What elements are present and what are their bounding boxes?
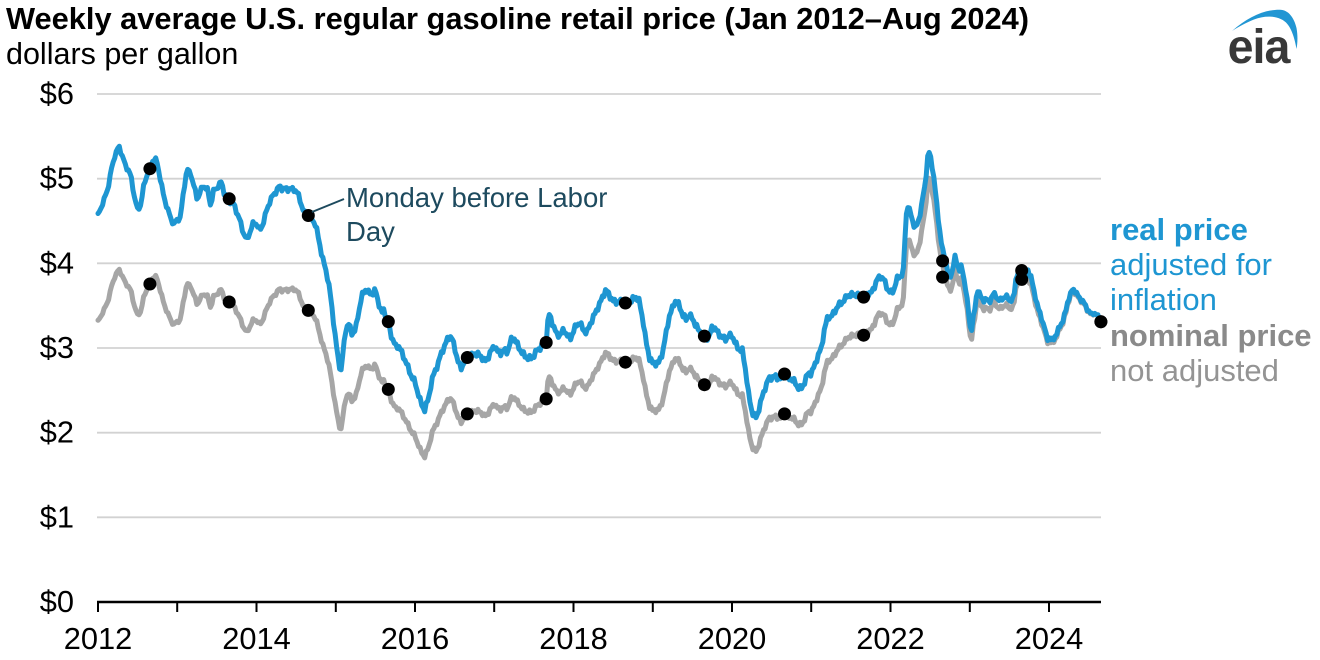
svg-text:2020: 2020 <box>698 621 767 656</box>
svg-text:2016: 2016 <box>381 621 450 656</box>
svg-text:$6: $6 <box>40 76 74 111</box>
svg-text:real price: real price <box>1110 212 1248 247</box>
svg-text:$3: $3 <box>40 330 74 365</box>
svg-text:2022: 2022 <box>856 621 925 656</box>
svg-text:$2: $2 <box>40 415 74 450</box>
svg-text:Monday before Labor: Monday before Labor <box>346 182 607 213</box>
svg-text:$1: $1 <box>40 499 74 534</box>
svg-text:2024: 2024 <box>1015 621 1084 656</box>
svg-text:eia: eia <box>1228 20 1291 74</box>
svg-text:Weekly average U.S. regular ga: Weekly average U.S. regular gasoline ret… <box>6 1 1029 36</box>
svg-text:Day: Day <box>346 216 395 247</box>
svg-text:$5: $5 <box>40 161 74 196</box>
svg-text:adjusted for: adjusted for <box>1110 247 1272 282</box>
svg-text:2014: 2014 <box>222 621 291 656</box>
svg-text:dollars per gallon: dollars per gallon <box>6 37 238 71</box>
svg-text:$4: $4 <box>40 245 74 280</box>
svg-text:not adjusted: not adjusted <box>1110 353 1279 388</box>
svg-text:$0: $0 <box>40 584 74 619</box>
svg-text:2018: 2018 <box>539 621 608 656</box>
svg-text:2012: 2012 <box>64 621 133 656</box>
svg-text:nominal price: nominal price <box>1110 318 1312 353</box>
svg-text:inflation: inflation <box>1110 282 1217 317</box>
